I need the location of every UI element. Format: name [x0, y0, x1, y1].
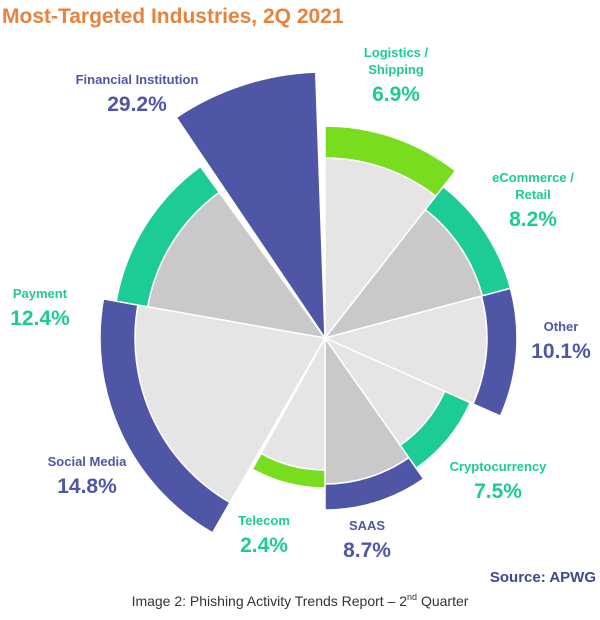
segment-financial-institution: [175, 71, 326, 341]
label-ecommerce-retail-line-2: Retail: [515, 187, 550, 202]
label-saas-line-1: SAAS: [349, 518, 385, 533]
segment-ring-logistics-shipping: [324, 125, 457, 198]
caption-prefix: Image 2: Phishing Activity Trends Report…: [132, 593, 408, 609]
source-label: Source: APWG: [490, 569, 596, 586]
value-telecom: 2.4%: [240, 534, 288, 557]
label-social-media-line-1: Social Media: [48, 454, 128, 469]
value-social-media: 14.8%: [57, 475, 117, 498]
caption-suffix: Quarter: [417, 593, 469, 609]
segment-logistics-shipping: [324, 125, 457, 341]
value-logistics-shipping: 6.9%: [372, 83, 420, 106]
segment-wedge-financial-institution: [175, 71, 326, 341]
value-financial-institution: 29.2%: [107, 93, 167, 116]
label-other-line-1: Other: [544, 319, 579, 334]
segment-ring-telecom: [251, 452, 326, 489]
segments-layer: [99, 71, 518, 534]
value-cryptocurrency: 7.5%: [474, 480, 522, 503]
label-logistics-shipping-line-2: Shipping: [368, 62, 424, 77]
value-ecommerce-retail: 8.2%: [509, 208, 557, 231]
label-financial-institution-line-1: Financial Institution: [76, 72, 199, 87]
label-ecommerce-retail-line-1: eCommerce /: [492, 170, 574, 185]
segment-ring-payment: [115, 165, 221, 308]
segment-ring-saas: [324, 456, 425, 511]
value-other: 10.1%: [531, 340, 591, 363]
value-payment: 12.4%: [10, 307, 70, 330]
value-saas: 8.7%: [343, 539, 391, 562]
chart-title: Most-Targeted Industries, 2Q 2021: [2, 5, 344, 28]
label-telecom-line-1: Telecom: [238, 513, 290, 528]
segment-saas: [324, 335, 425, 511]
label-logistics-shipping-line-1: Logistics /: [364, 45, 429, 60]
segment-telecom: [251, 335, 326, 489]
segment-ring-other: [471, 287, 518, 418]
labels-layer: Logistics / Shipping 6.9% eCommerce / Retail…: [10, 45, 591, 562]
label-payment-line-1: Payment: [13, 286, 68, 301]
caption: Image 2: Phishing Activity Trends Report…: [132, 592, 469, 609]
caption-superscript: nd: [407, 592, 417, 602]
label-cryptocurrency-line-1: Cryptocurrency: [450, 459, 548, 474]
segment-other: [322, 287, 518, 418]
segment-payment: [115, 165, 327, 340]
